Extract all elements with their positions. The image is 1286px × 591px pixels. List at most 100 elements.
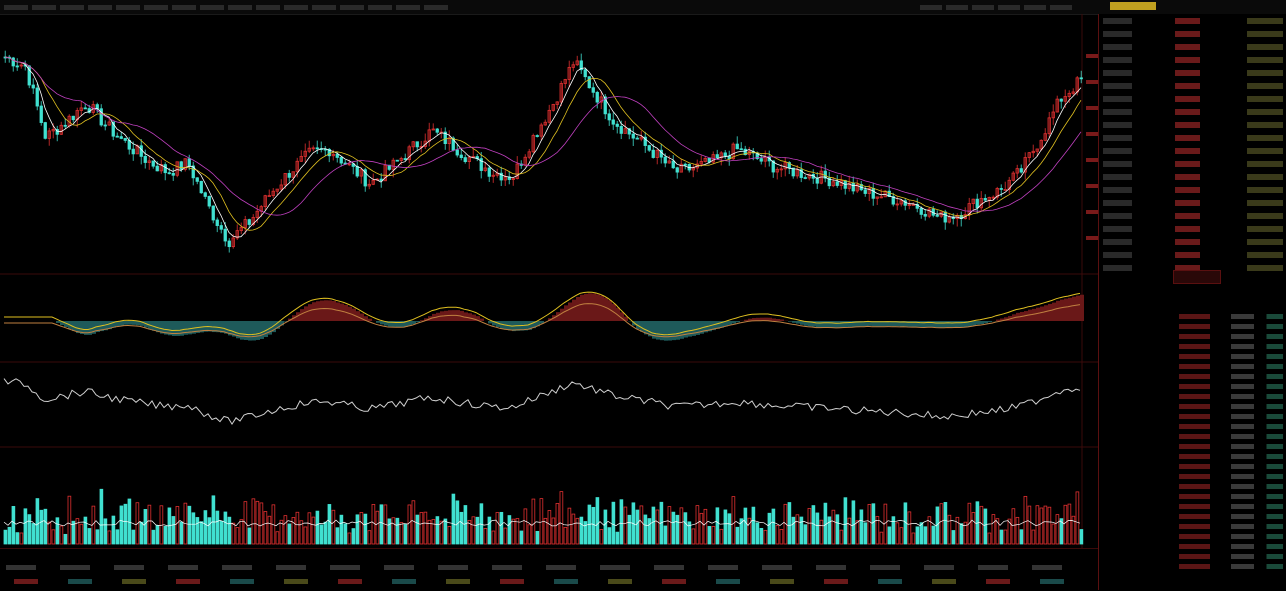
macd-bar bbox=[244, 321, 248, 340]
volume-bar bbox=[716, 508, 719, 544]
candle bbox=[44, 123, 47, 139]
chart-area[interactable] bbox=[0, 14, 1098, 548]
bottom-field-value bbox=[230, 579, 254, 584]
volume-bar bbox=[728, 514, 731, 544]
volume-bar bbox=[276, 532, 279, 544]
quote-row bbox=[1103, 161, 1283, 167]
volume-bar bbox=[992, 515, 995, 544]
macd-bar bbox=[332, 301, 336, 321]
volume-bar bbox=[144, 509, 147, 544]
macd-bar bbox=[684, 321, 688, 338]
volume-bar bbox=[52, 530, 55, 544]
candle bbox=[456, 150, 459, 155]
quote-row bbox=[1103, 70, 1283, 76]
menu-item[interactable] bbox=[284, 5, 308, 10]
macd-bar bbox=[576, 297, 580, 321]
volume-bar bbox=[948, 515, 951, 544]
bottom-field-label bbox=[60, 565, 90, 570]
volume-bar bbox=[348, 533, 351, 544]
period-button[interactable] bbox=[920, 5, 942, 10]
menu-item[interactable] bbox=[60, 5, 84, 10]
volume-bar bbox=[780, 529, 783, 544]
macd-bar bbox=[972, 321, 976, 326]
trade-detail-row bbox=[1179, 384, 1283, 389]
trade-detail-row bbox=[1179, 414, 1283, 419]
menu-item[interactable] bbox=[396, 5, 420, 10]
bottom-field-value bbox=[932, 579, 956, 584]
volume-bar bbox=[488, 517, 491, 544]
volume-bar bbox=[368, 531, 371, 544]
bottom-field-label bbox=[114, 565, 144, 570]
macd-bar bbox=[472, 315, 476, 321]
menu-item[interactable] bbox=[424, 5, 448, 10]
volume-bar bbox=[680, 508, 683, 544]
volume-bar bbox=[672, 512, 675, 544]
period-button[interactable] bbox=[972, 5, 994, 10]
menu-item[interactable] bbox=[4, 5, 28, 10]
candle bbox=[168, 173, 171, 174]
volume-bar bbox=[508, 516, 511, 544]
macd-bar bbox=[980, 321, 984, 324]
volume-bar bbox=[852, 501, 855, 544]
trade-detail-row bbox=[1179, 334, 1283, 339]
volume-bar bbox=[104, 519, 107, 544]
volume-bar bbox=[260, 503, 263, 544]
volume-bar bbox=[224, 512, 227, 544]
volume-bar bbox=[940, 504, 943, 544]
menu-item[interactable] bbox=[172, 5, 196, 10]
macd-bar bbox=[1072, 297, 1076, 321]
macd-bar bbox=[600, 296, 604, 321]
menu-item[interactable] bbox=[116, 5, 140, 10]
macd-bar bbox=[1060, 300, 1064, 321]
volume-bar bbox=[536, 531, 539, 544]
period-button[interactable] bbox=[1024, 5, 1046, 10]
period-button[interactable] bbox=[946, 5, 968, 10]
volume-bar bbox=[452, 494, 455, 544]
volume-bar bbox=[988, 533, 991, 544]
volume-bar bbox=[344, 524, 347, 544]
volume-bar bbox=[908, 512, 911, 544]
volume-bar bbox=[148, 505, 151, 544]
menu-item[interactable] bbox=[228, 5, 252, 10]
volume-bar bbox=[896, 523, 899, 544]
volume-bar bbox=[1004, 530, 1007, 544]
macd-bar bbox=[788, 321, 792, 322]
macd-bar bbox=[568, 303, 572, 321]
volume-bar bbox=[524, 509, 527, 544]
volume-bar bbox=[724, 510, 727, 544]
trade-detail-row bbox=[1179, 394, 1283, 399]
volume-bar bbox=[460, 512, 463, 544]
menu-item[interactable] bbox=[200, 5, 224, 10]
menu-item[interactable] bbox=[340, 5, 364, 10]
menu-item[interactable] bbox=[88, 5, 112, 10]
volume-bar bbox=[532, 499, 535, 544]
volume-bar bbox=[676, 515, 679, 544]
stock-code-badge[interactable] bbox=[1110, 2, 1156, 10]
menu-item[interactable] bbox=[32, 5, 56, 10]
quote-row bbox=[1103, 174, 1283, 180]
menu-item[interactable] bbox=[368, 5, 392, 10]
candle bbox=[336, 154, 339, 157]
candle bbox=[144, 156, 147, 162]
volume-bar bbox=[788, 503, 791, 544]
volume-bar bbox=[836, 515, 839, 544]
volume-bar bbox=[916, 527, 919, 544]
macd-bar bbox=[340, 304, 344, 321]
candle bbox=[204, 193, 207, 197]
macd-bar bbox=[820, 321, 824, 328]
period-button[interactable] bbox=[998, 5, 1020, 10]
macd-bar bbox=[844, 321, 848, 327]
volume-bar bbox=[744, 508, 747, 544]
volume-bar bbox=[704, 509, 707, 544]
period-button[interactable] bbox=[1050, 5, 1072, 10]
bottom-field-label bbox=[384, 565, 414, 570]
volume-bar bbox=[420, 513, 423, 544]
macd-bar bbox=[264, 321, 268, 337]
volume-bar bbox=[1000, 530, 1003, 544]
volume-bar bbox=[736, 527, 739, 544]
candle bbox=[180, 162, 183, 170]
menu-item[interactable] bbox=[144, 5, 168, 10]
side-tab[interactable] bbox=[1173, 270, 1221, 284]
menu-item[interactable] bbox=[256, 5, 280, 10]
menu-item[interactable] bbox=[312, 5, 336, 10]
